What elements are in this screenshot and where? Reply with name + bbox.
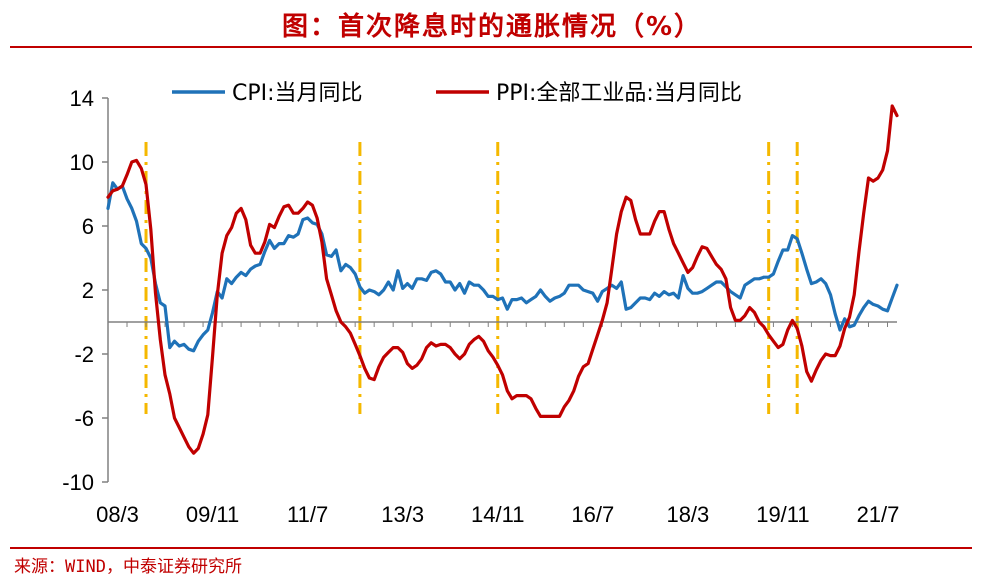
y-tick-label-1: 10 [70,150,94,175]
x-tick-label-5: 16/7 [571,502,614,527]
legend-ppi-label: PPI:全部工业品:当月同比 [496,81,742,106]
y-tick-label-2: 6 [82,214,94,239]
y-tick-label-4: -2 [74,342,94,367]
source-note: 来源：WIND，中泰证券研究所 [14,557,242,577]
x-tick-label-3: 13/3 [381,502,424,527]
x-tick-label-8: 21/7 [857,502,900,527]
title-rule [10,46,972,48]
y-tick-label-6: -10 [62,470,94,495]
legend: CPI:当月同比 PPI:全部工业品:当月同比 [172,81,742,106]
chart-title: 图：首次降息时的通胀情况（%） [281,12,703,42]
x-tick-label-6: 18/3 [666,502,709,527]
cpi-line [106,181,899,353]
legend-cpi-label: CPI:当月同比 [232,81,363,106]
footer-rule [10,547,972,549]
x-tick-label-2: 11/7 [287,502,328,527]
y-tick-label-3: 2 [82,278,94,303]
x-tick-label-7: 19/11 [756,502,809,527]
y-tick-label-0: 14 [70,86,94,111]
y-tick-label-5: -6 [74,406,94,431]
ppi-line [106,104,899,455]
series-lines [106,104,899,455]
x-tick-label-4: 14/11 [471,502,524,527]
x-tick-label-0: 08/3 [96,502,139,527]
x-tick-label-1: 09/11 [186,502,239,527]
rate-cut-markers [144,142,799,414]
